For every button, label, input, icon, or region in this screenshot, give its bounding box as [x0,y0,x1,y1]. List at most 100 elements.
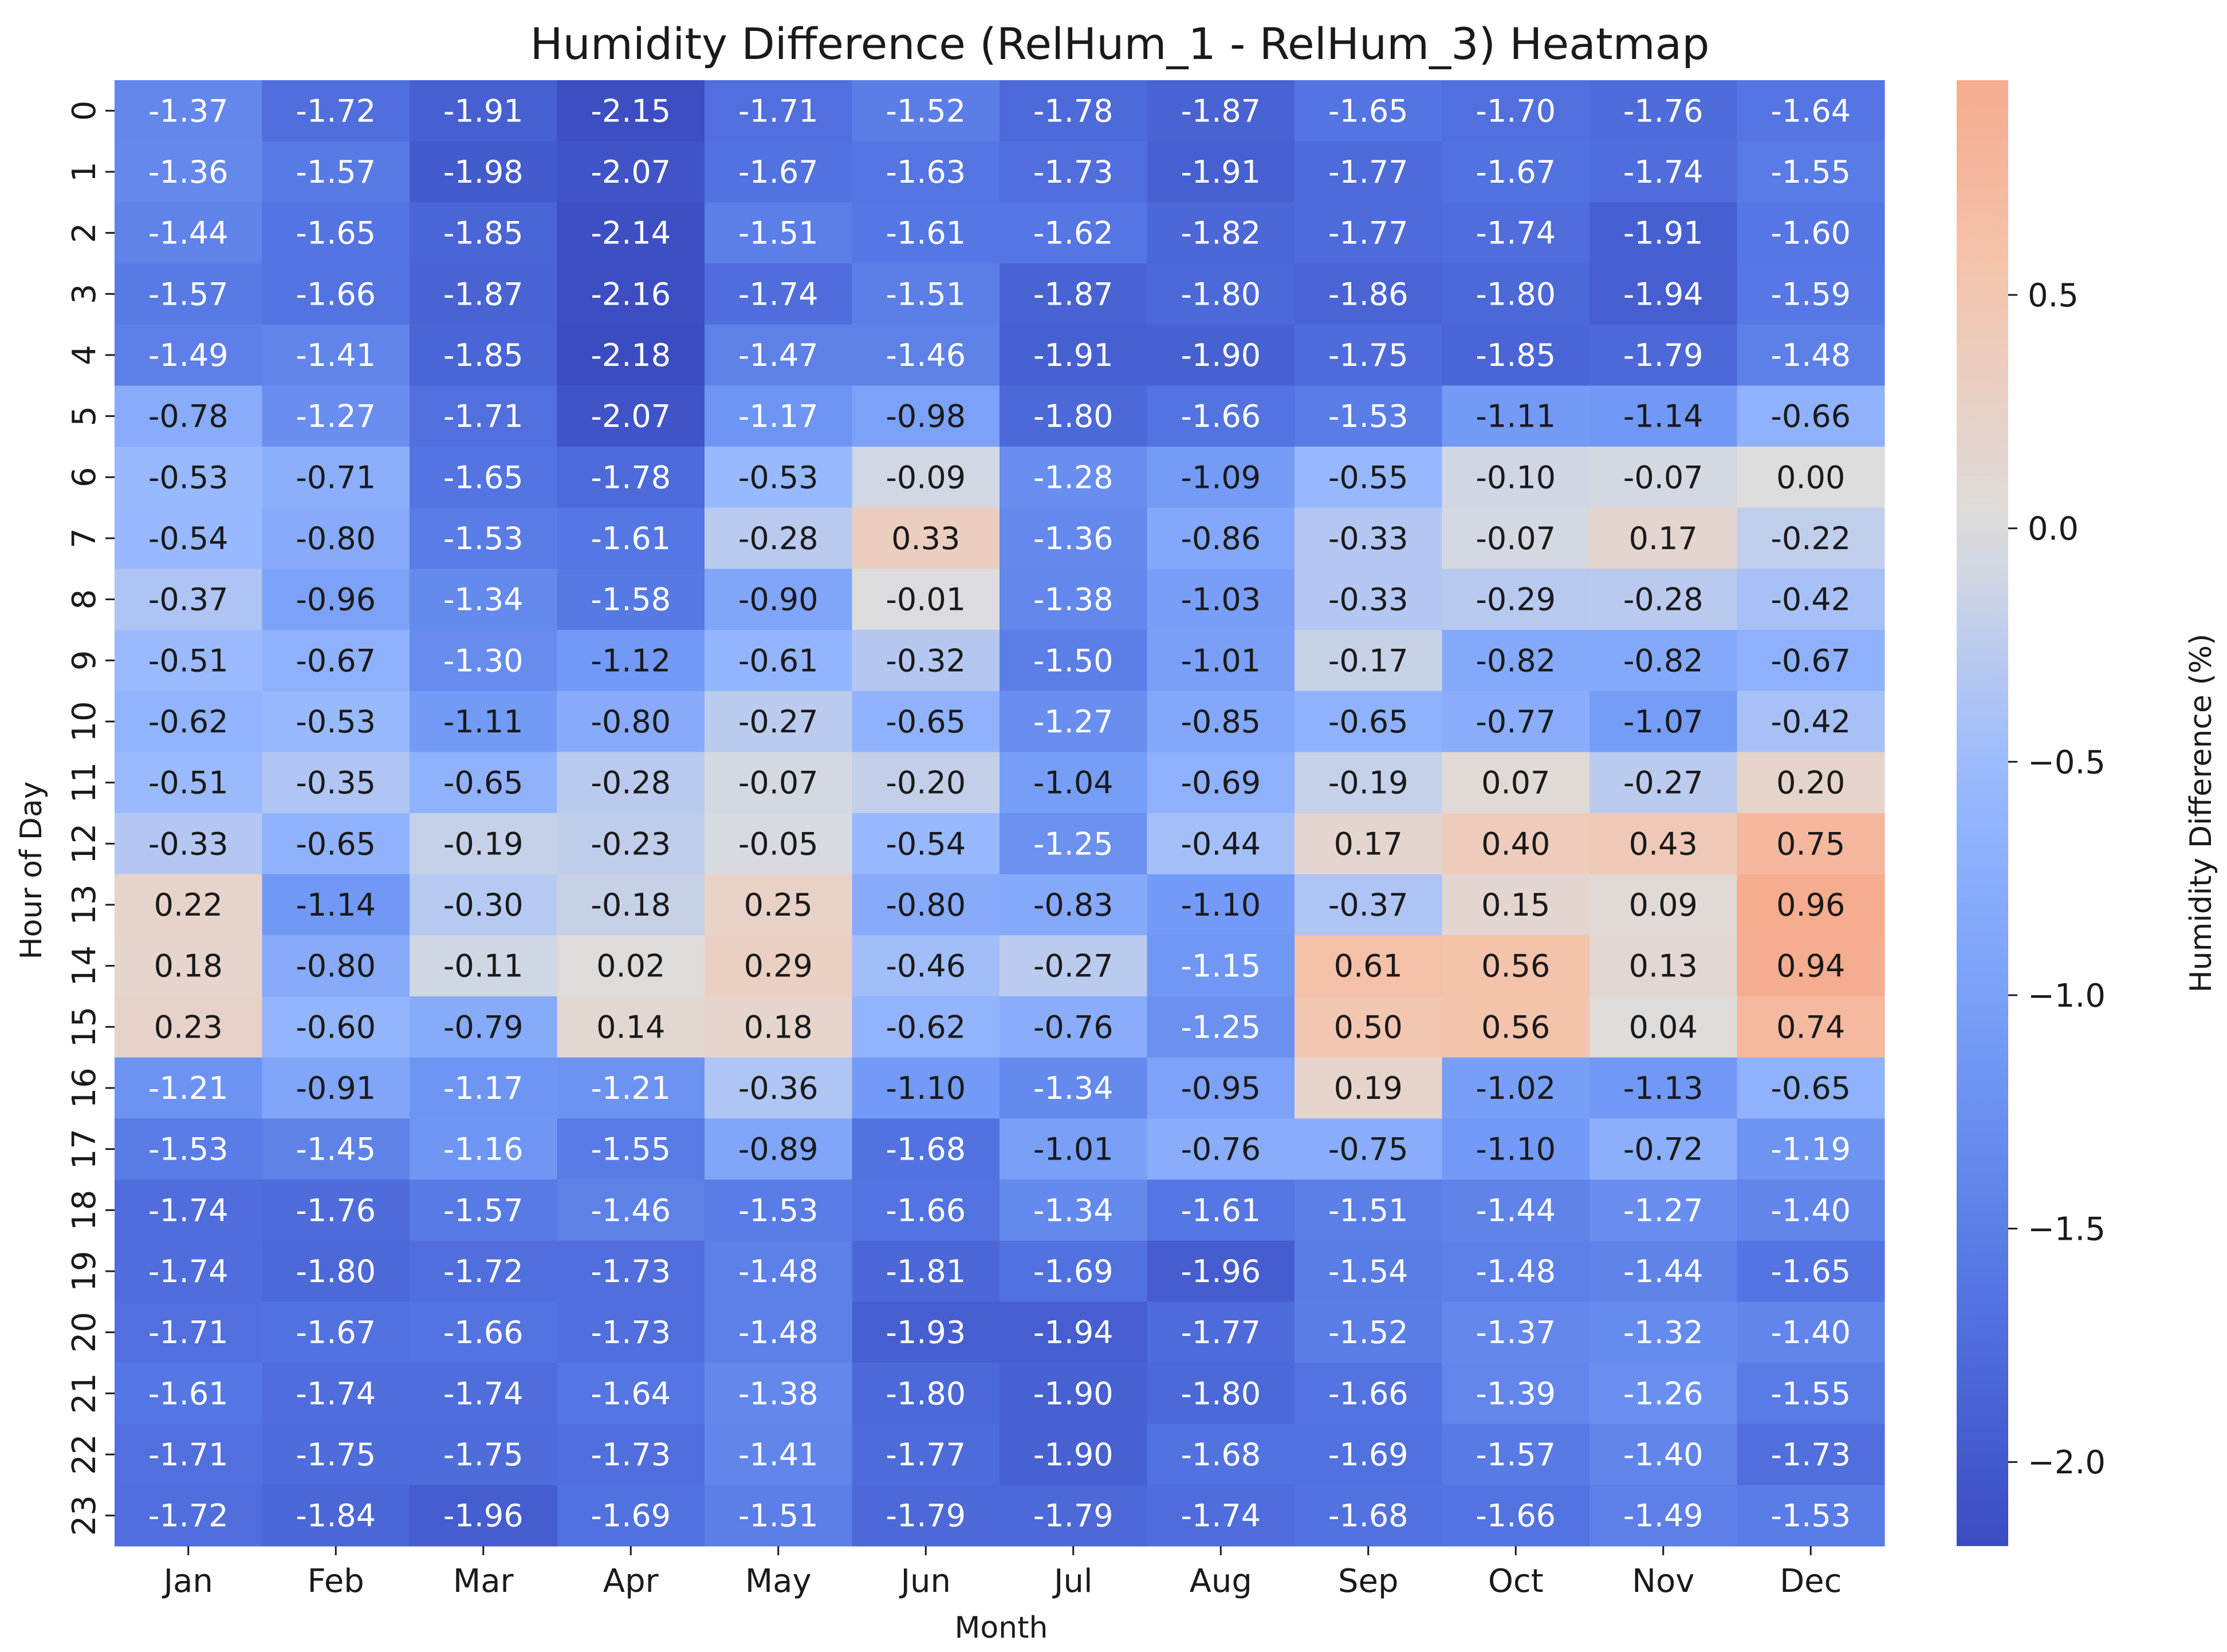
heatmap-cell [1737,1302,1885,1363]
cell-value-label: -1.94 [1623,276,1703,312]
heatmap-cell [410,263,558,325]
heatmap-cell [1589,1363,1738,1425]
cell-value-label: -1.74 [148,1192,229,1228]
heatmap-cell [1295,996,1443,1058]
cell-value-label: -1.15 [1181,948,1261,984]
heatmap-cell [1442,630,1590,692]
cell-value-label: -1.25 [1181,1009,1261,1045]
cell-value-label: -0.11 [443,948,524,984]
heatmap-cell [557,996,705,1058]
heatmap-cell [1737,813,1885,875]
heatmap-cell [1737,202,1885,264]
heatmap-cell [115,691,263,752]
cell-value-label: -1.13 [1623,1070,1703,1106]
cell-value-label: -0.77 [1476,704,1556,740]
cell-value-label: -1.53 [738,1192,819,1228]
cell-value-label: -1.68 [886,1131,966,1168]
cell-value-label: -0.19 [443,826,524,862]
cell-value-label: -1.63 [886,154,966,190]
heatmap-cell [852,1485,1000,1547]
cell-value-label: -0.82 [1476,642,1556,679]
heatmap-cell [557,1302,705,1363]
cell-value-label: -1.11 [443,704,524,740]
cell-value-label: -0.44 [1181,826,1261,862]
cell-value-label: -1.02 [1476,1070,1556,1106]
heatmap-cell [705,1302,853,1363]
cell-value-label: -1.03 [1181,582,1261,618]
cell-value-label: -0.17 [1328,642,1408,679]
cell-value-label: -1.91 [1181,154,1261,190]
cell-value-label: -1.10 [886,1070,966,1106]
heatmap-cell [852,1302,1000,1363]
heatmap-cell [852,630,1000,692]
cell-value-label: -0.65 [1328,704,1408,740]
heatmap-cell [115,1363,263,1425]
heatmap-cell [1589,1180,1738,1241]
x-tick-label: Mar [453,1563,514,1600]
cell-value-label: -0.85 [1181,704,1261,740]
heatmap-cell [262,385,410,447]
heatmap-cell [1442,80,1590,142]
x-tick-label: May [745,1563,812,1600]
cell-value-label: 0.14 [596,1009,665,1045]
cell-value-label: -1.90 [1033,1375,1114,1412]
colorbar-tick-label: −2.0 [2028,1444,2106,1481]
cell-value-label: -1.36 [1033,521,1114,557]
heatmap-cell [852,752,1000,814]
heatmap-cell [410,630,558,692]
heatmap-cell [557,1057,705,1119]
heatmap-cell [410,691,558,752]
colorbar-label: Humidity Difference (%) [2184,634,2218,993]
cell-value-label: -1.90 [1033,1437,1114,1473]
cell-value-label: -0.33 [1328,582,1408,618]
cell-value-label: -1.67 [296,1315,376,1351]
heatmap-cell [262,1485,410,1547]
cell-value-label: -1.61 [591,521,671,557]
cell-value-label: -1.87 [1033,276,1114,312]
heatmap-cell [1442,1057,1590,1119]
heatmap-cell [1000,813,1148,875]
y-tick-label: 10 [66,701,103,742]
heatmap-cell [852,569,1000,630]
heatmap-cell [1589,935,1738,997]
cell-value-label: -0.28 [591,765,671,801]
heatmap-cell [1147,141,1295,203]
cell-value-label: -0.65 [886,704,966,740]
heatmap-cell [852,385,1000,447]
cell-value-label: -1.59 [1770,276,1851,312]
heatmap-cell [410,874,558,936]
heatmap-cell [1442,202,1590,264]
heatmap-cell [852,1363,1000,1425]
cell-value-label: -1.67 [738,154,819,190]
cell-value-label: -1.78 [1033,93,1114,129]
heatmap-cell [1442,1180,1590,1241]
cell-value-label: -1.74 [1623,154,1703,190]
cell-value-label: -1.66 [886,1192,966,1228]
heatmap-cell [557,324,705,386]
cell-value-label: -1.80 [1476,276,1556,312]
cell-value-label: -0.29 [1476,582,1556,618]
cell-value-label: -1.57 [443,1192,524,1228]
y-tick-label: 8 [66,589,103,610]
cell-value-label: -0.75 [1328,1131,1408,1168]
heatmap-cell [1737,80,1885,142]
heatmap-cell [557,691,705,752]
heatmap-cell [705,80,853,142]
colorbar-tick-label: 0.0 [2028,511,2079,548]
heatmap-cell [410,385,558,447]
cell-value-label: -0.67 [1770,642,1851,679]
heatmap-cell [1147,874,1295,936]
heatmap-cell [1000,507,1148,569]
cell-value-label: -1.72 [148,1498,229,1534]
heatmap-cell [1000,1118,1148,1180]
heatmap-cell [1147,1363,1295,1425]
cell-value-label: -1.96 [443,1498,524,1534]
cell-value-label: 0.75 [1776,826,1845,862]
cell-value-label: -1.72 [443,1253,524,1290]
heatmap-cell [410,813,558,875]
cell-value-label: -1.27 [296,399,376,435]
heatmap-cell [705,141,853,203]
heatmap-cell [1147,1302,1295,1363]
cell-value-label: -0.67 [296,642,376,679]
heatmap-cell [1589,569,1738,630]
